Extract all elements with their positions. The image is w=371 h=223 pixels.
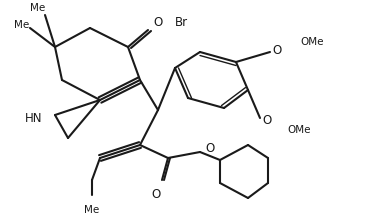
Text: OMe: OMe <box>300 37 324 47</box>
Text: O: O <box>262 114 271 126</box>
Text: HN: HN <box>24 112 42 124</box>
Text: Me: Me <box>30 3 46 13</box>
Text: O: O <box>205 142 214 155</box>
Text: O: O <box>153 16 162 29</box>
Text: OMe: OMe <box>287 125 311 135</box>
Text: O: O <box>151 188 161 201</box>
Text: Br: Br <box>175 17 188 29</box>
Text: O: O <box>272 43 281 56</box>
Text: Me: Me <box>14 20 30 30</box>
Text: Me: Me <box>84 205 100 215</box>
